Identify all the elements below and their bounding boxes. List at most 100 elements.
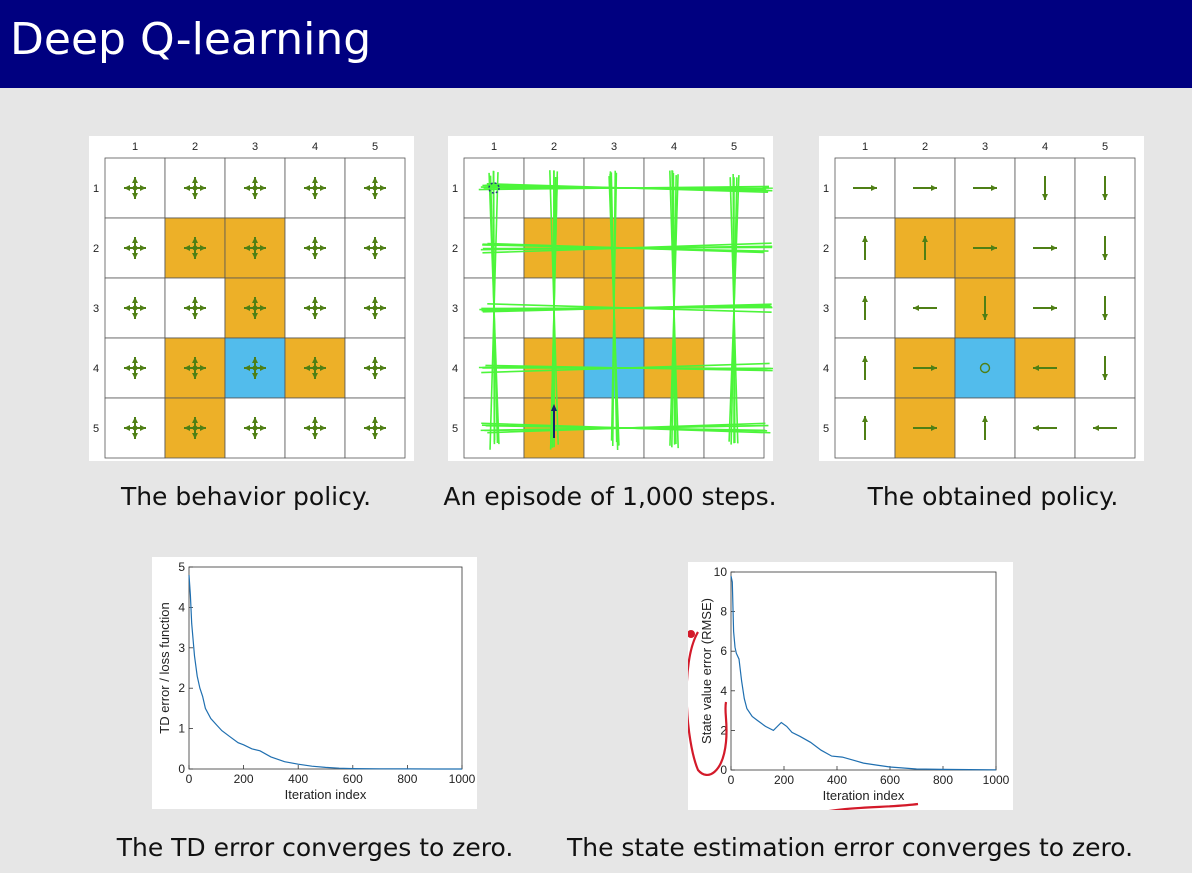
- row-label: 1: [452, 183, 458, 195]
- arrow-head: [260, 425, 266, 431]
- arrow-head: [380, 425, 386, 431]
- arrow-head: [132, 433, 138, 439]
- arrow-head: [192, 433, 198, 439]
- arrow-head: [1042, 194, 1048, 200]
- row-label: 5: [452, 423, 458, 435]
- trajectory-line: [480, 424, 765, 432]
- arrow-head: [252, 253, 258, 259]
- trajectory-line: [489, 175, 499, 444]
- arrow-head: [312, 313, 318, 319]
- behavior-policy-grid: 1 2 3 4 5 1 2 3 4 5: [93, 141, 406, 459]
- behavior-dot: [312, 185, 318, 191]
- td-error-caption: The TD error converges to zero.: [116, 833, 514, 862]
- obtained-policy-caption: The obtained policy.: [867, 482, 1119, 511]
- x-tick-label: 800: [933, 773, 953, 787]
- behavior-dot: [192, 185, 198, 191]
- row-label: 1: [823, 183, 829, 195]
- arrow-head: [1102, 194, 1108, 200]
- y-tick-label: 0: [720, 763, 727, 777]
- x-tick-label: 0: [186, 772, 193, 786]
- behavior-dot: [372, 305, 378, 311]
- arrow-head: [922, 236, 928, 242]
- x-axis-label: Iteration index: [285, 787, 367, 802]
- behavior-dot: [132, 425, 138, 431]
- arrow-head: [320, 365, 326, 371]
- annotation-underline: [812, 802, 919, 816]
- behavior-dot: [192, 425, 198, 431]
- arrow-head: [312, 433, 318, 439]
- episode-trajectory-grid: 1 2 3 4 5 1 2 3 4 5: [452, 141, 774, 459]
- state-error-chart: 0 200 400 600 800 1000 0 2 4 6 8 10 Iteration index S…: [685, 565, 1010, 816]
- arrow-head: [140, 365, 146, 371]
- behavior-dot: [372, 365, 378, 371]
- row-label: 2: [93, 243, 99, 255]
- behavior-dot: [252, 185, 258, 191]
- start-marker: [488, 182, 500, 194]
- grid-cell: [344, 277, 406, 339]
- y-tick-label: 2: [720, 723, 727, 737]
- x-tick-label: 1000: [449, 772, 476, 786]
- behavior-dot: [372, 185, 378, 191]
- trajectory-line: [482, 242, 772, 254]
- y-tick-label: 0: [178, 762, 185, 776]
- x-tick-label: 400: [827, 773, 847, 787]
- arrow-head: [991, 245, 997, 251]
- y-tick-label: 1: [178, 722, 185, 736]
- arrow-head: [1051, 305, 1057, 311]
- arrow-head: [372, 373, 378, 379]
- arrow-head: [372, 313, 378, 319]
- arrow-head: [252, 433, 258, 439]
- behavior-dot: [132, 245, 138, 251]
- arrow-head: [192, 373, 198, 379]
- obtained-policy-panel: 1 2 3 4 5 1 2 3 4 5: [819, 136, 1144, 461]
- arrow-head: [372, 193, 378, 199]
- behavior-dot: [192, 365, 198, 371]
- arrow-head: [260, 185, 266, 191]
- arrow-head: [252, 373, 258, 379]
- behavior-dot: [132, 365, 138, 371]
- x-tick-label: 1000: [983, 773, 1010, 787]
- arrow-head: [200, 245, 206, 251]
- column-label: 2: [922, 141, 928, 153]
- arrow-head: [192, 193, 198, 199]
- behavior-dot: [252, 305, 258, 311]
- end-marker-head: [551, 404, 557, 411]
- arrow-head: [1102, 254, 1108, 260]
- trajectory-line: [669, 174, 679, 446]
- behavior-dot: [372, 425, 378, 431]
- y-tick-label: 3: [178, 641, 185, 655]
- column-label: 2: [192, 141, 198, 153]
- arrow-head: [260, 305, 266, 311]
- arrow-head: [312, 193, 318, 199]
- arrow-head: [320, 245, 326, 251]
- column-label: 3: [982, 141, 988, 153]
- row-label: 5: [93, 423, 99, 435]
- behavior-dot: [312, 245, 318, 251]
- series-line: [730, 575, 997, 771]
- column-label: 3: [611, 141, 617, 153]
- behavior-policy-caption: The behavior policy.: [120, 482, 372, 511]
- arrow-head: [1102, 374, 1108, 380]
- arrow-head: [372, 253, 378, 259]
- arrow-head: [200, 365, 206, 371]
- slide-title: Deep Q-learning: [10, 14, 372, 65]
- arrow-head: [312, 373, 318, 379]
- row-label: 5: [823, 423, 829, 435]
- arrow-head: [982, 416, 988, 422]
- episode-panel: 1 2 3 4 5 1 2 3 4 5: [448, 136, 774, 461]
- column-label: 5: [731, 141, 737, 153]
- behavior-dot: [252, 245, 258, 251]
- arrow-head: [140, 305, 146, 311]
- column-label: 1: [862, 141, 868, 153]
- stay-marker: [979, 362, 991, 374]
- column-label: 4: [312, 141, 318, 153]
- x-tick-label: 0: [728, 773, 735, 787]
- behavior-dot: [252, 425, 258, 431]
- column-label: 4: [671, 141, 677, 153]
- y-axis-label: State value error (RMSE): [699, 598, 714, 744]
- arrow-head: [913, 305, 919, 311]
- arrow-head: [1033, 365, 1039, 371]
- row-label: 3: [93, 303, 99, 315]
- arrow-head: [320, 185, 326, 191]
- row-label: 2: [452, 243, 458, 255]
